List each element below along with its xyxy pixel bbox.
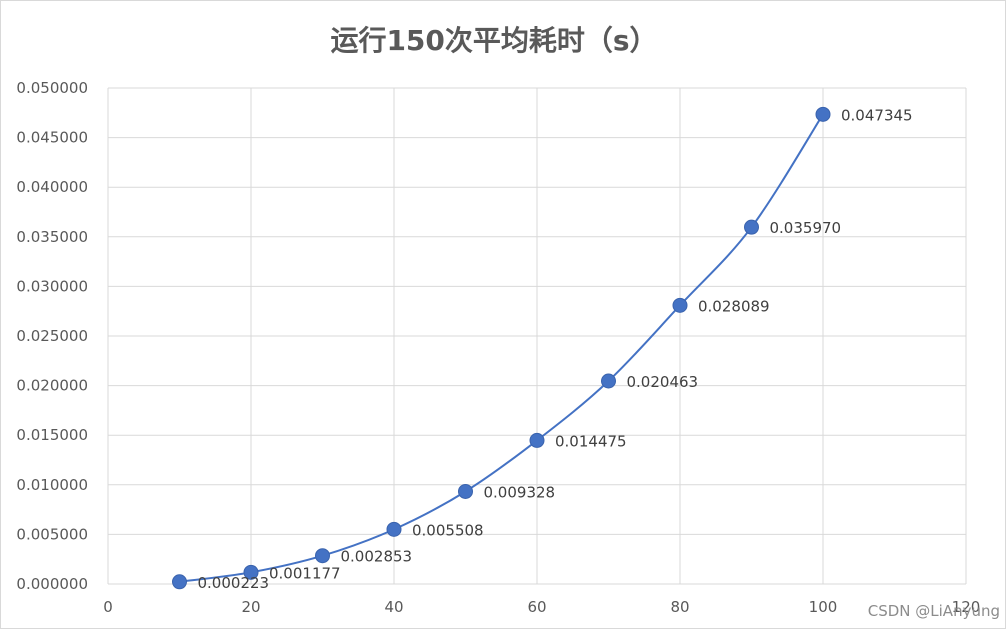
y-tick-label: 0.005000 [16, 525, 88, 543]
data-point [601, 373, 616, 389]
y-tick-label: 0.035000 [16, 228, 88, 246]
y-tick-label: 0.000000 [16, 575, 88, 593]
data-label: 0.020463 [627, 373, 699, 391]
data-label: 0.035970 [770, 219, 842, 237]
data-label: 0.009328 [484, 483, 556, 501]
chart-title: 运行150次平均耗时（s） [330, 24, 657, 57]
series-layer [172, 106, 831, 590]
x-tick-label: 100 [809, 598, 838, 616]
y-tick-label: 0.015000 [16, 426, 88, 444]
y-tick-label: 0.010000 [16, 476, 88, 494]
data-label: 0.002853 [341, 548, 413, 566]
data-point [458, 483, 473, 499]
data-point [243, 564, 259, 580]
axis-tick-labels: 0.000000 0.005000 0.010000 0.015000 0.020000… [16, 79, 980, 616]
data-label: 0.047345 [841, 106, 913, 124]
grid-lines [107, 87, 967, 585]
data-point [315, 548, 330, 564]
data-point [744, 219, 759, 235]
data-point [815, 106, 831, 122]
y-tick-label: 0.050000 [16, 79, 88, 97]
x-tick-label: 120 [952, 598, 981, 616]
x-tick-label: 20 [241, 598, 260, 616]
x-tick-label: 0 [103, 598, 113, 616]
watermark: CSDN @LiAnyung [868, 602, 1000, 620]
data-label: 0.028089 [698, 297, 770, 315]
data-label: 0.001177 [269, 564, 341, 582]
y-tick-label: 0.040000 [16, 178, 88, 196]
x-tick-label: 40 [384, 598, 403, 616]
y-tick-label: 0.020000 [16, 377, 88, 395]
series-line [179, 113, 824, 583]
y-tick-label: 0.025000 [16, 327, 88, 345]
data-point [172, 574, 187, 590]
data-point [386, 521, 402, 537]
y-tick-label: 0.030000 [16, 277, 88, 295]
data-point [672, 297, 688, 313]
x-tick-label: 60 [527, 598, 546, 616]
data-label: 0.005508 [412, 521, 484, 539]
y-tick-label: 0.045000 [16, 129, 88, 147]
data-label: 0.000223 [198, 574, 270, 592]
data-point [529, 432, 545, 448]
x-tick-label: 80 [670, 598, 689, 616]
data-label: 0.014475 [555, 432, 627, 450]
